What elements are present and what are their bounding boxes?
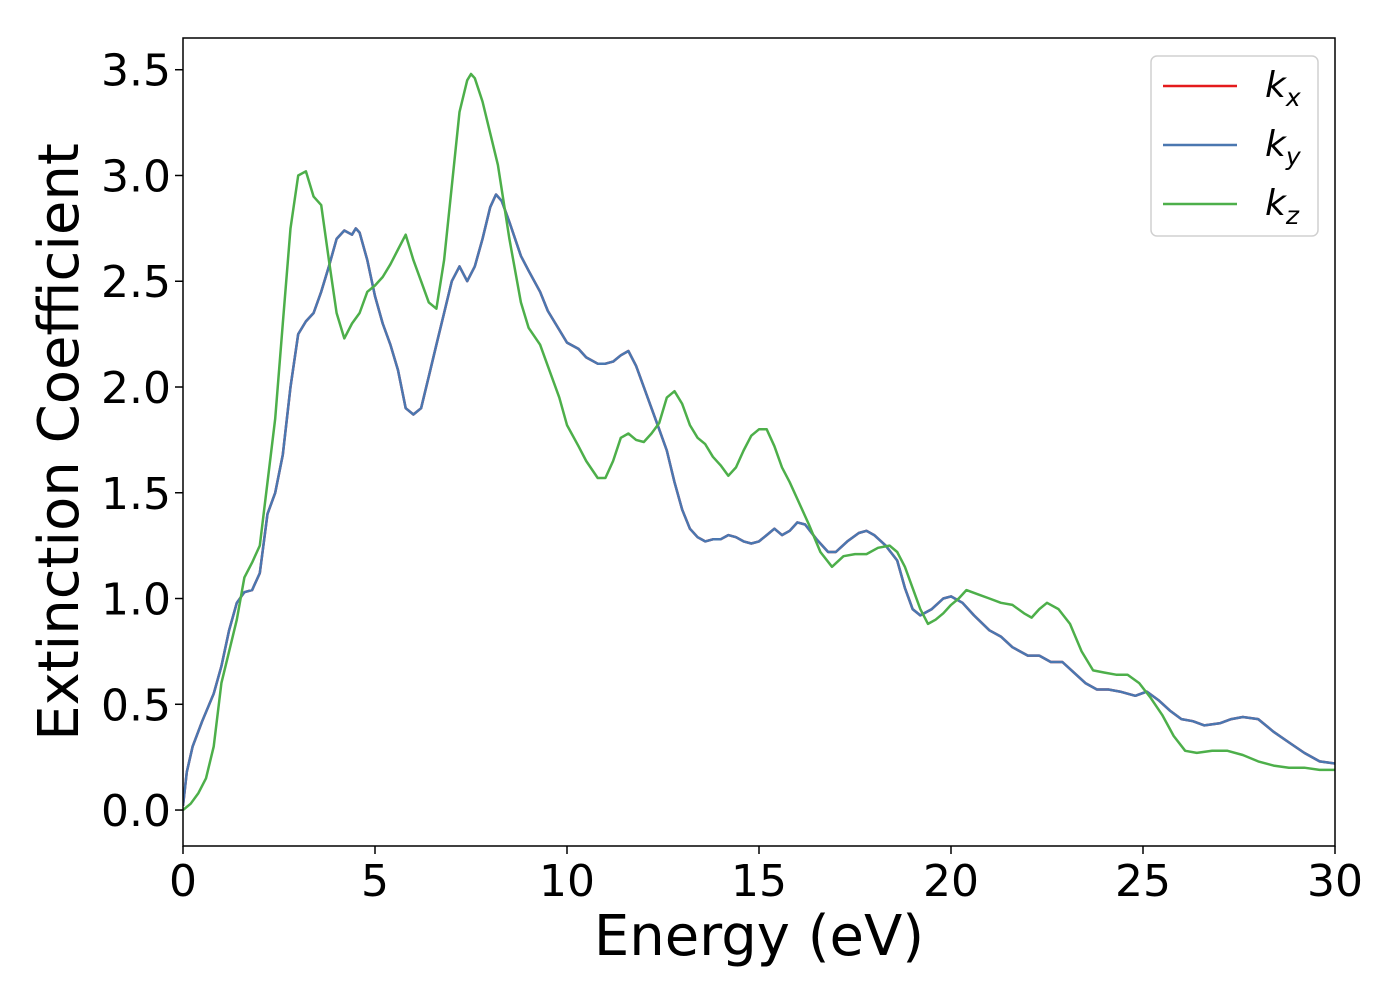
plot-frame — [182, 37, 1336, 847]
y-tick-label: 1.5 — [101, 469, 171, 520]
legend-label-subscript: x — [1285, 83, 1301, 112]
legend-label: kx — [1265, 65, 1301, 112]
y-tick-label: 2.0 — [101, 363, 171, 414]
x-tick-label: 15 — [731, 856, 787, 907]
y-tick-label: 0.0 — [101, 786, 171, 837]
x-tick-label: 25 — [1115, 856, 1171, 907]
legend-label-subscript: y — [1285, 142, 1302, 171]
y-tick-label: 3.0 — [101, 151, 171, 202]
y-axis-ticks: 0.0 0.5 1.0 1.5 2.0 2.5 3.0 3.5 — [101, 46, 183, 837]
y-tick-label: 2.5 — [101, 257, 171, 308]
y-tick-label: 1.0 — [101, 575, 171, 626]
x-tick-label: 30 — [1307, 856, 1363, 907]
y-axis-label: Extinction Coefficient — [27, 143, 92, 741]
legend-label-base: k — [1265, 124, 1288, 165]
legend-label-base: k — [1265, 183, 1288, 224]
series-line-kz — [183, 72, 1335, 811]
legend-label: ky — [1265, 124, 1302, 171]
y-tick-label: 0.5 — [101, 680, 171, 731]
y-tick-label: 3.5 — [101, 46, 171, 97]
x-tick-label: 20 — [923, 856, 979, 907]
x-axis-label: Energy (eV) — [594, 904, 924, 969]
series-line-ky — [183, 193, 1335, 806]
x-axis-ticks: 0 5 10 15 20 25 30 — [169, 846, 1363, 907]
legend-label: kz — [1265, 183, 1300, 230]
x-tick-label: 5 — [361, 856, 389, 907]
x-tick-label: 10 — [539, 856, 595, 907]
x-tick-label: 0 — [169, 856, 197, 907]
legend-label-subscript: z — [1285, 201, 1300, 230]
legend-label-base: k — [1265, 65, 1288, 106]
plot-area — [183, 72, 1335, 811]
